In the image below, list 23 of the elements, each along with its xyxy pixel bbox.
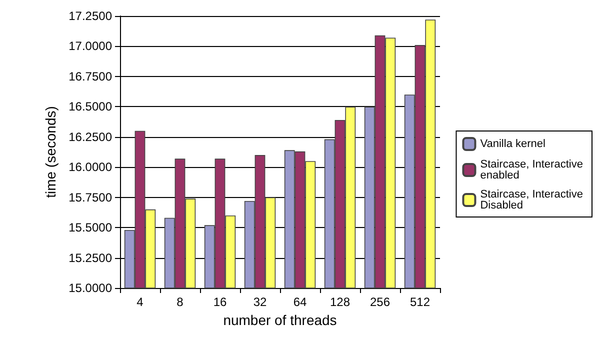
x-tick-label: 16 bbox=[213, 295, 227, 309]
y-tick-label: 16.5000 bbox=[68, 100, 112, 114]
x-tick-label: 8 bbox=[176, 295, 184, 309]
x-tick-label: 512 bbox=[410, 295, 430, 309]
y-tick-label: 16.2500 bbox=[68, 130, 112, 144]
x-tick-label: 128 bbox=[330, 295, 350, 309]
y-tick-label: 15.0000 bbox=[68, 281, 112, 295]
y-tick-label: 15.2500 bbox=[68, 250, 112, 265]
y-tick-label: 15.5000 bbox=[68, 220, 112, 235]
y-tick-label: 16.0000 bbox=[68, 160, 112, 174]
legend-label: Staircase, Interactive enabled bbox=[480, 158, 586, 182]
x-axis-title: number of threads bbox=[223, 312, 337, 328]
y-tick-label: 17.2500 bbox=[68, 9, 112, 23]
x-tick-label: 4 bbox=[136, 295, 144, 309]
y-tick-label: 16.7500 bbox=[68, 69, 112, 84]
x-tick-label: 256 bbox=[370, 295, 390, 309]
x-tick-label: 32 bbox=[253, 295, 267, 309]
y-tick-label: 17.0000 bbox=[68, 39, 112, 54]
y-tick-label: 15.7500 bbox=[68, 190, 112, 204]
x-tick-label: 64 bbox=[293, 295, 307, 309]
legend-label: Vanilla kernel bbox=[480, 138, 546, 150]
y-axis-title: time (seconds) bbox=[42, 106, 59, 198]
legend-label: Staircase, Interactive Disabled bbox=[480, 188, 586, 212]
